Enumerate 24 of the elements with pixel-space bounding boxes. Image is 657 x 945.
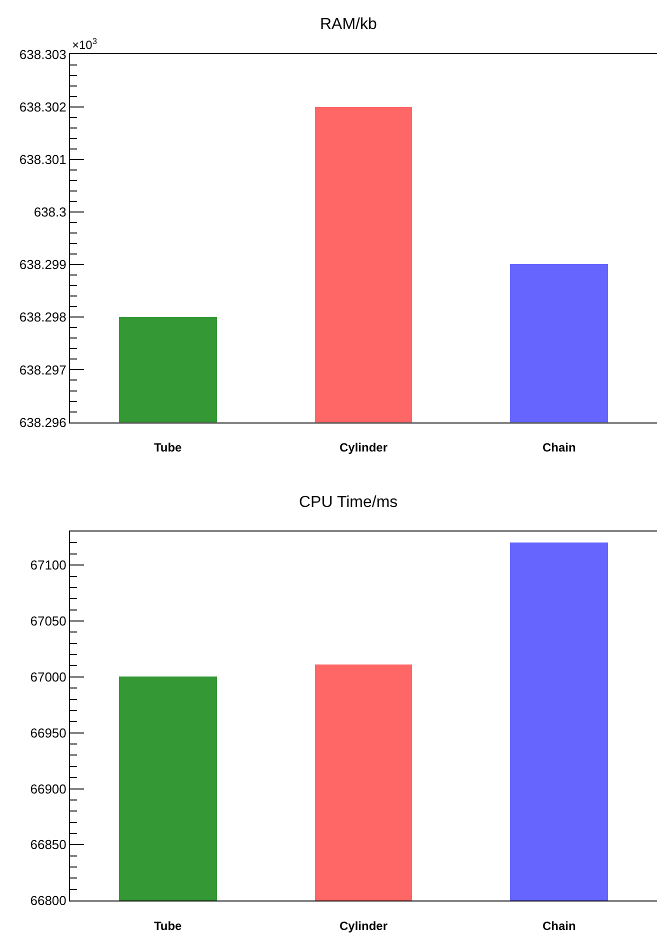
chart-title: RAM/kb	[320, 16, 377, 33]
y-tick-label: 67050	[30, 614, 66, 629]
y-tick-label: 66950	[30, 725, 66, 740]
y-tick-label: 638.302	[19, 99, 66, 114]
x-tick-label: Chain	[542, 440, 576, 455]
y-tick-label: 66800	[30, 893, 66, 908]
x-tick-label: Chain	[542, 918, 576, 933]
x-tick-label: Tube	[154, 440, 182, 455]
y-tick-label: 638.3	[34, 204, 66, 220]
chart-title: CPU Time/ms	[299, 494, 398, 511]
x-tick-label: Cylinder	[339, 440, 388, 455]
y-tick-label: 638.299	[19, 257, 66, 272]
y-tick-label: 638.298	[19, 310, 66, 325]
y-tick-label: 638.301	[19, 152, 66, 167]
y-tick-label: 67100	[30, 558, 66, 573]
y-tick-label: 66850	[30, 837, 66, 852]
y-tick-label: 638.297	[19, 362, 66, 378]
x-tick-label: Tube	[154, 918, 182, 933]
y-tick-label: 66900	[30, 781, 66, 796]
y-tick-label: 67000	[30, 669, 66, 684]
y-tick-label: 638.303	[19, 46, 66, 62]
x-tick-label: Cylinder	[339, 918, 388, 933]
y-tick-label: 638.296	[19, 414, 66, 430]
text: ×10$^{3}$	[72, 36, 98, 52]
